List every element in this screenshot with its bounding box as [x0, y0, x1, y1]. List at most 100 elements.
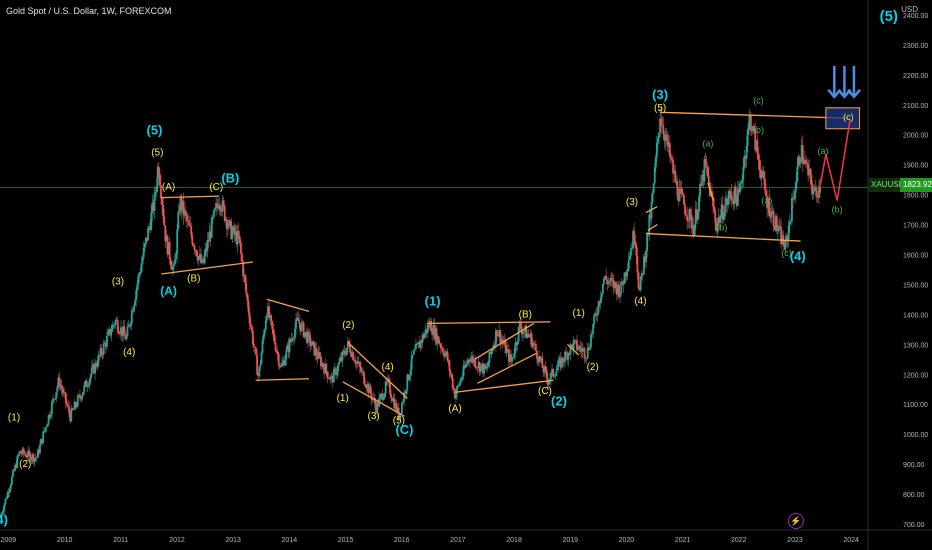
candle-body	[676, 181, 679, 197]
candle-body	[391, 398, 394, 402]
candle-body	[401, 403, 403, 414]
candle-body	[20, 452, 23, 454]
candle-body	[1, 512, 4, 515]
candle-body	[452, 388, 455, 390]
candle-body	[529, 333, 532, 338]
candle-body	[628, 255, 631, 260]
wave-label: (2)	[587, 362, 599, 373]
candle-body	[205, 248, 208, 252]
candle-body	[164, 225, 167, 242]
candle-body	[7, 492, 10, 493]
candle-body	[392, 398, 395, 402]
candle-body	[217, 205, 220, 209]
candle-body	[370, 393, 373, 400]
candle-body	[140, 263, 143, 272]
candle-body	[366, 383, 369, 389]
candle-body	[371, 398, 374, 400]
candle-body	[237, 230, 240, 237]
candle-body	[426, 324, 429, 333]
candle-body	[778, 225, 780, 231]
lightning-icon[interactable]: ⚡	[788, 513, 804, 529]
candle-body	[725, 198, 727, 206]
candle-body	[298, 321, 301, 324]
candle-body	[498, 330, 501, 335]
2017-flag-bottom-line	[454, 379, 554, 393]
candle-body	[443, 352, 445, 357]
candle-body	[161, 198, 163, 206]
candle-body	[690, 214, 693, 229]
candle-body	[542, 367, 545, 373]
candle-body	[146, 237, 148, 241]
wave-label: (2)	[19, 459, 31, 470]
candle-body	[28, 450, 31, 454]
2020-small-2-line	[647, 224, 658, 232]
chart-title: Gold Spot / U.S. Dollar, 1W, FOREXCOM	[6, 6, 172, 16]
candle-body	[408, 375, 411, 380]
candle-body	[488, 351, 491, 364]
candle-body	[363, 372, 365, 384]
candle-body	[760, 174, 763, 179]
candle-body	[661, 124, 664, 126]
candle-body	[32, 454, 35, 462]
candle-body	[706, 166, 709, 177]
candle-body	[331, 375, 334, 383]
candle-body	[439, 344, 442, 349]
candle-body	[292, 338, 295, 340]
candle-body	[62, 392, 65, 394]
candle-body	[287, 344, 290, 353]
candle-body	[489, 351, 492, 354]
candle-body	[540, 357, 543, 361]
candle-body	[376, 402, 378, 412]
candle-body	[319, 356, 322, 367]
candle-body	[335, 368, 337, 376]
candle-body	[770, 211, 773, 217]
candle-body	[743, 156, 746, 168]
candle-body	[84, 380, 87, 385]
candle-body	[290, 338, 293, 342]
2017-wedge-lower-line	[477, 352, 537, 384]
candle-body	[60, 385, 63, 390]
candle-body	[695, 209, 698, 220]
candle-body	[785, 236, 788, 241]
candle-body	[243, 275, 246, 277]
candle-body	[375, 403, 377, 412]
candle-body	[187, 220, 189, 222]
candle-body	[167, 242, 170, 255]
candle-body	[15, 464, 18, 468]
candle-body	[341, 351, 344, 361]
candle-body	[9, 484, 12, 489]
candle-body	[713, 206, 716, 212]
candle-body	[776, 230, 779, 232]
candle-body	[749, 114, 752, 131]
candle-body	[784, 240, 787, 250]
down-arrow-icon	[827, 89, 842, 99]
candle-body	[512, 357, 515, 359]
candle-body	[558, 358, 561, 361]
candle-body	[356, 361, 359, 364]
candle-body	[325, 363, 328, 372]
candle-body	[0, 514, 2, 519]
candle-body	[85, 380, 88, 387]
candle-body	[559, 358, 562, 368]
candle-body	[684, 204, 686, 214]
candle-body	[513, 353, 516, 358]
candle-body	[107, 331, 109, 336]
candle-body	[473, 359, 476, 363]
candle-body	[663, 134, 666, 141]
candle-body	[156, 166, 159, 186]
candle-body	[599, 297, 602, 304]
wave-label: (1)	[573, 308, 585, 319]
candle-body	[359, 366, 362, 372]
candle-body	[809, 168, 812, 175]
target-zone-box	[825, 107, 861, 130]
candle-body	[227, 226, 229, 230]
candle-body	[442, 348, 444, 353]
candle-body	[476, 367, 479, 369]
symbol-price-tag: XAUUSD	[868, 178, 908, 192]
candle-body	[63, 392, 66, 394]
candle-body	[109, 328, 112, 336]
candle-body	[789, 221, 792, 223]
candle-body	[382, 397, 385, 401]
candle-body	[519, 322, 522, 329]
